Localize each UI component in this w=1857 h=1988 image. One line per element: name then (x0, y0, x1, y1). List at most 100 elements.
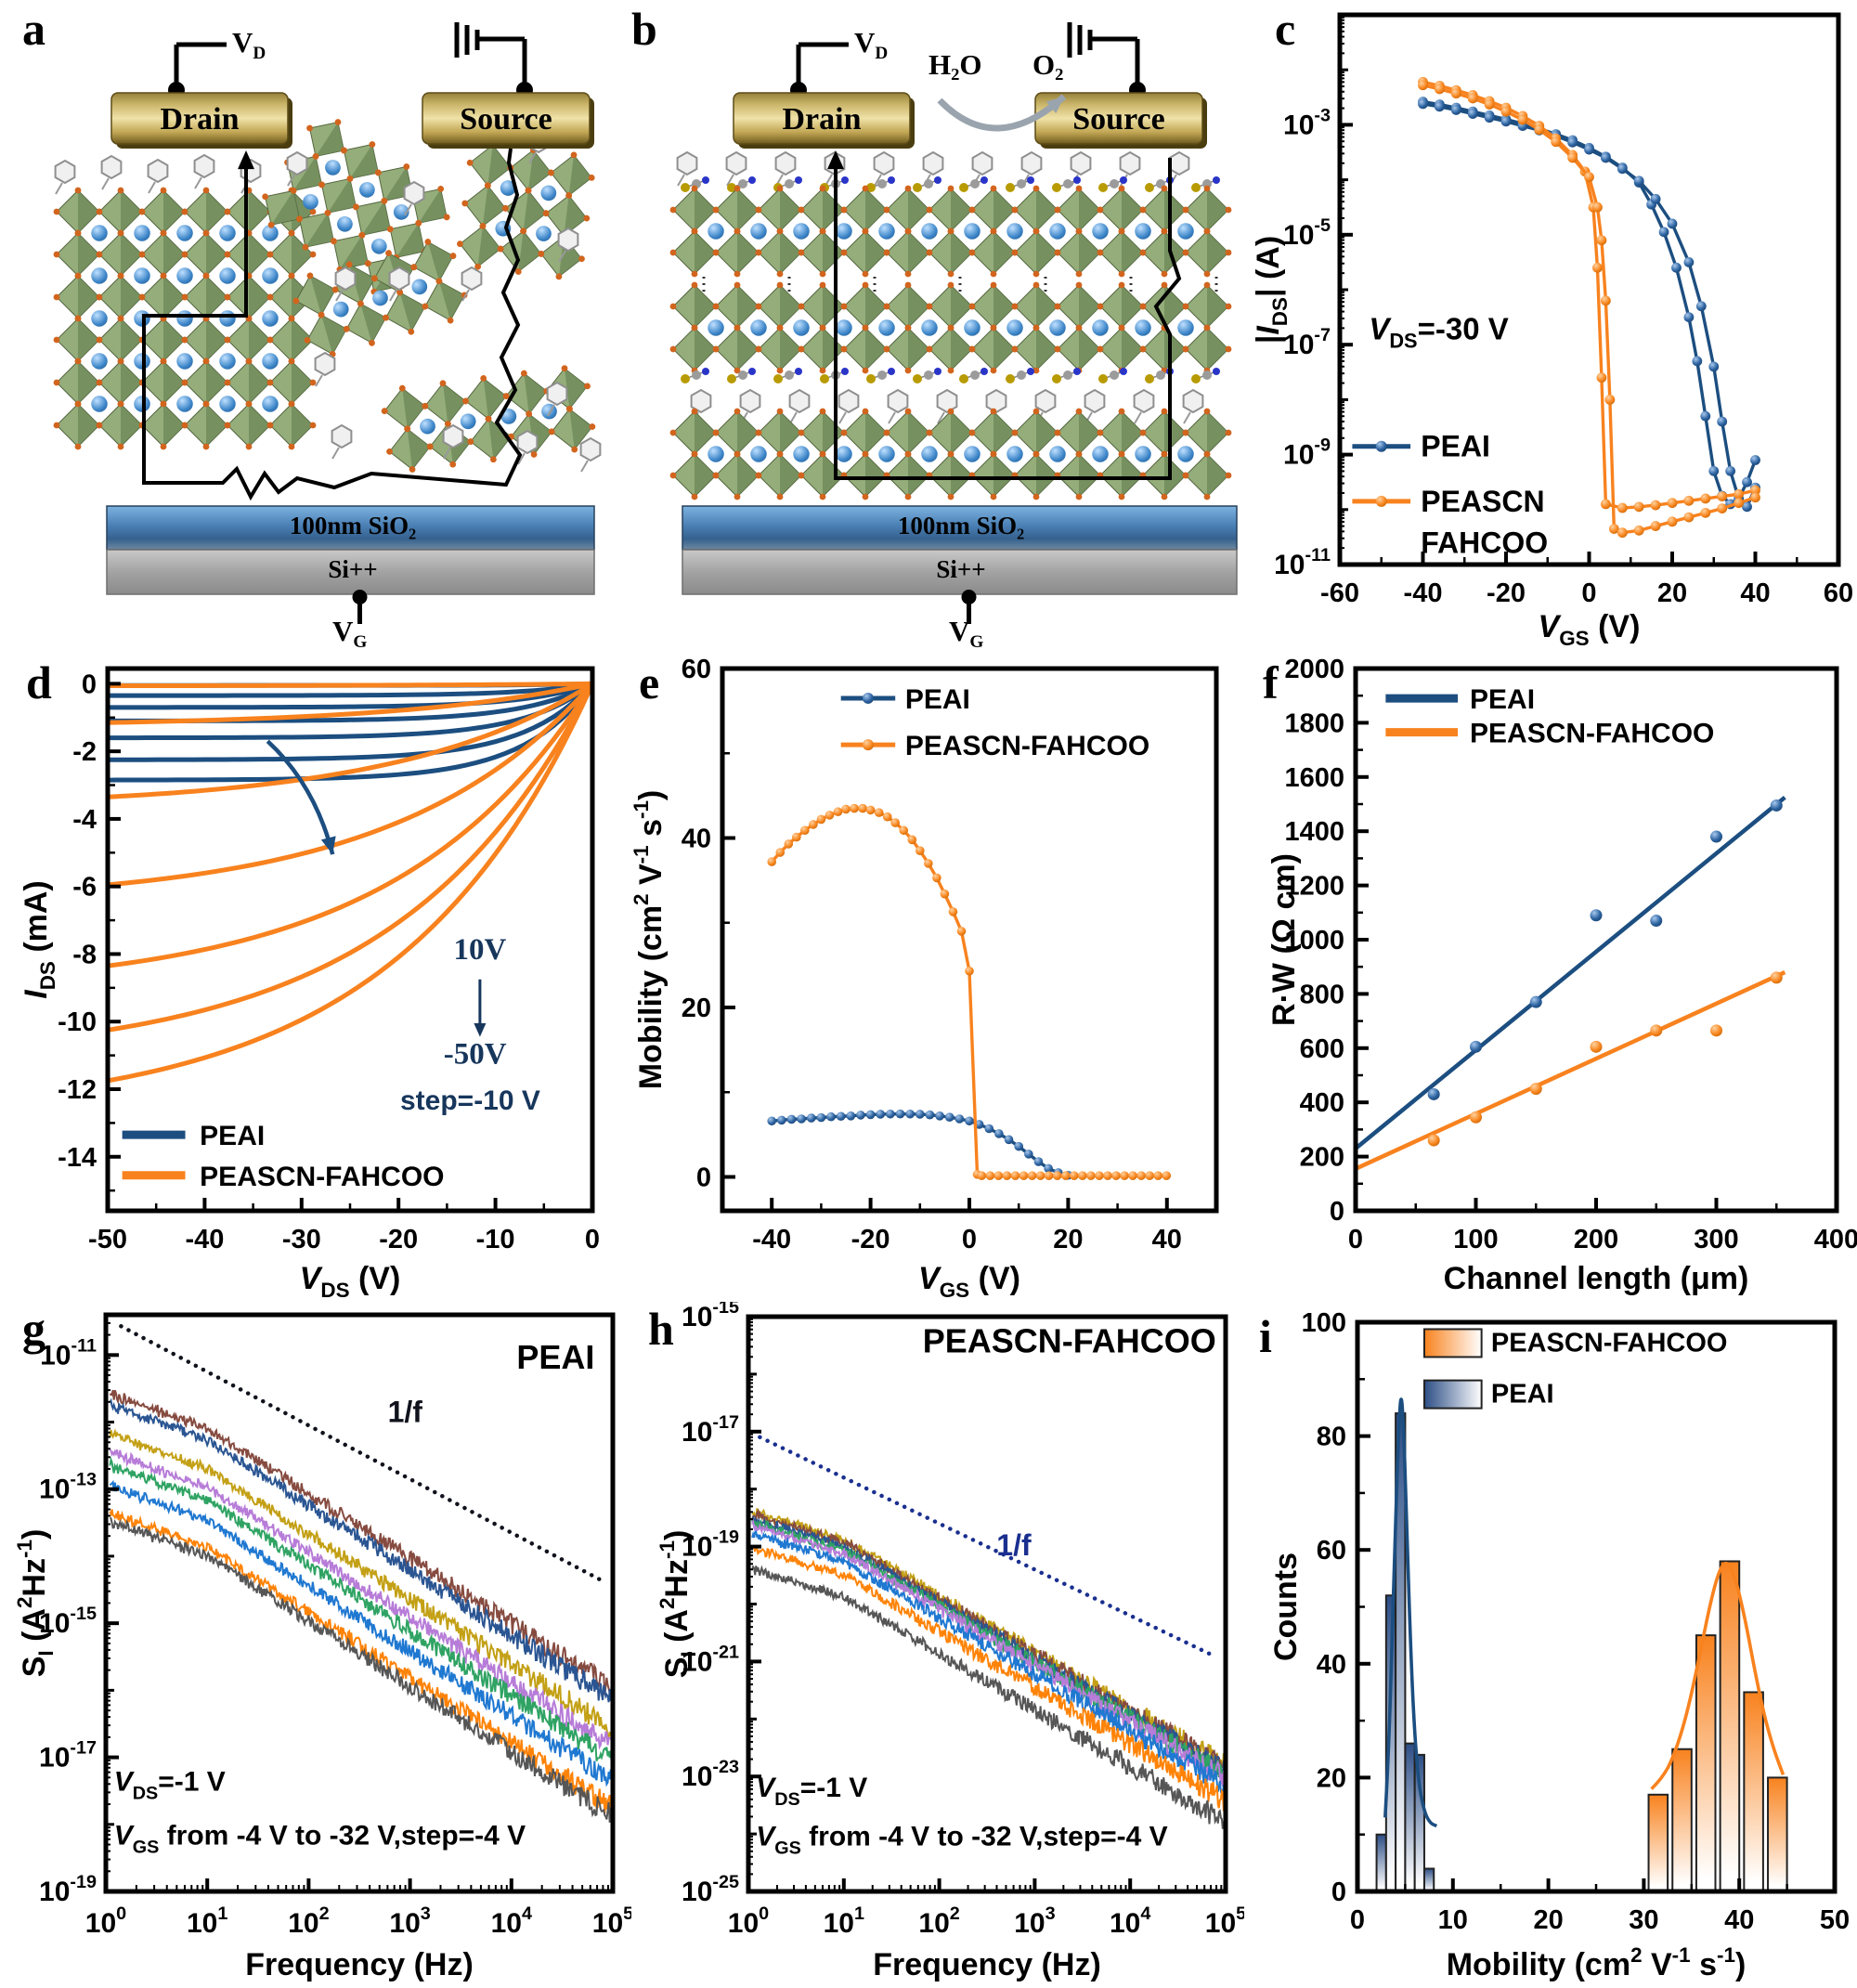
svg-text:SI (A2Hz-1): SI (A2Hz-1) (656, 1530, 700, 1679)
vg-label: VG (949, 615, 984, 653)
svg-text:10-3: 10-3 (1283, 105, 1331, 140)
svg-text:-6: -6 (72, 873, 97, 903)
svg-text:20: 20 (682, 994, 711, 1023)
svg-text:60: 60 (1317, 1536, 1346, 1566)
svg-text:10-15: 10-15 (39, 1604, 97, 1639)
svg-text:VGS from -4 V to -32 V,step=-4: VGS from -4 V to -32 V,step=-4 V (114, 1820, 526, 1857)
svg-text:105: 105 (592, 1904, 631, 1939)
svg-text:VDS=-1 V: VDS=-1 V (756, 1773, 867, 1810)
svg-text:-50V: -50V (444, 1038, 507, 1072)
svg-text:VDS (V): VDS (V) (300, 1261, 401, 1302)
svg-text:0: 0 (696, 1163, 711, 1193)
svg-text:PEASCN-FAHCOO: PEASCN-FAHCOO (905, 731, 1149, 761)
svg-text:Mobility (cm2 V-1 s-1): Mobility (cm2 V-1 s-1) (1447, 1943, 1747, 1982)
vg-label: VG (332, 615, 368, 653)
panel-letter-d: d (26, 656, 52, 708)
panel-e-chart: PEAI PEASCN-FAHCOO -40 -20 0 20 40 0 20 40 60 VGS (… (630, 655, 1219, 1302)
panel-letter-a: a (22, 3, 45, 55)
svg-text:-50: -50 (88, 1225, 127, 1254)
panel-h: 1/f PEASCN-FAHCOO VDS=-1 V VGS from -4 V to… (631, 1302, 1244, 1988)
source-label: Source (1072, 102, 1165, 136)
panel-b-diagram (669, 22, 1238, 624)
svg-text:1400: 1400 (1284, 817, 1344, 847)
svg-text:PEAI: PEAI (1470, 684, 1535, 715)
ground-icon (1067, 22, 1093, 58)
sio2-label: 100nm SiO₂ (289, 512, 417, 539)
svg-text:400: 400 (1300, 1088, 1344, 1118)
svg-text:PEASCN-FAHCOO: PEASCN-FAHCOO (200, 1162, 444, 1192)
svg-text:Frequency (Hz): Frequency (Hz) (873, 1947, 1101, 1982)
o2-label: O₂ (1032, 48, 1064, 81)
svg-text:-14: -14 (58, 1143, 97, 1173)
panel-letter-c: c (1275, 3, 1296, 55)
svg-text:-60: -60 (1320, 578, 1359, 608)
svg-text:40: 40 (1152, 1225, 1182, 1254)
svg-text:200: 200 (1574, 1225, 1618, 1254)
panel-c: PEAI PEASCN FAHCOO VDS=-30 V -60 -40 -20 0 20 40 6… (1249, 0, 1857, 650)
svg-text:10-23: 10-23 (682, 1757, 739, 1792)
perovskite-film-disordered (53, 119, 602, 473)
svg-text:60: 60 (682, 655, 711, 684)
svg-text:10-19: 10-19 (39, 1872, 97, 1907)
svg-text:104: 104 (491, 1904, 532, 1939)
svg-text:103: 103 (1014, 1904, 1055, 1939)
svg-text:PEAI: PEAI (516, 1338, 594, 1376)
svg-text:200: 200 (1300, 1143, 1344, 1173)
svg-text:100: 100 (85, 1904, 126, 1939)
panel-letter-e: e (639, 656, 660, 708)
svg-text:PEAI: PEAI (200, 1121, 265, 1151)
svg-text:80: 80 (1317, 1423, 1346, 1452)
svg-text:0: 0 (585, 1225, 600, 1254)
svg-text:IDS (mA): IDS (mA) (19, 880, 59, 999)
svg-text:600: 600 (1300, 1034, 1344, 1064)
panel-letter-f: f (1263, 656, 1279, 708)
panel-a: a Drain Source VD 100nm SiO₂ Si++ VG (0, 0, 613, 653)
svg-text:0: 0 (1350, 1905, 1365, 1935)
svg-text:40: 40 (682, 825, 711, 854)
svg-text:30: 30 (1629, 1905, 1658, 1935)
svg-text:PEAI: PEAI (1491, 1380, 1554, 1410)
svg-text:PEAI: PEAI (905, 684, 970, 715)
svg-text:10-17: 10-17 (39, 1738, 97, 1774)
panel-letter-h: h (648, 1303, 674, 1355)
svg-text:-40: -40 (1404, 578, 1443, 608)
svg-text:-20: -20 (1487, 578, 1526, 608)
svg-text:20: 20 (1053, 1225, 1083, 1254)
svg-text:0: 0 (1581, 578, 1596, 608)
panel-letter-i: i (1259, 1310, 1272, 1362)
h2o-label: H₂O (928, 48, 982, 81)
svg-text:1200: 1200 (1284, 872, 1344, 902)
svg-text:100: 100 (728, 1904, 769, 1939)
svg-text:PEASCN: PEASCN (1421, 485, 1544, 518)
svg-text:10-11: 10-11 (40, 1335, 97, 1371)
panel-c-chart: PEAI PEASCN FAHCOO VDS=-30 V -60 -40 -20 0 20 40 6… (1251, 12, 1853, 650)
svg-text:101: 101 (187, 1904, 227, 1939)
svg-text:100: 100 (1453, 1225, 1498, 1254)
svg-text:10-9: 10-9 (1283, 435, 1331, 471)
svg-text:20: 20 (1533, 1905, 1563, 1935)
panel-i-chart: PEASCN-FAHCOO PEAI 0 10 20 30 40 50 0 20 40 60 80 100… (1268, 1308, 1850, 1982)
svg-text:step=-10 V: step=-10 V (400, 1085, 540, 1116)
svg-text:300: 300 (1694, 1225, 1738, 1254)
svg-text:10: 10 (1438, 1905, 1468, 1935)
panel-g: 1/f PEAI VDS=-1 V VGS from -4 V to -32 V,st… (0, 1302, 631, 1988)
svg-text:101: 101 (824, 1904, 864, 1939)
svg-text:0: 0 (962, 1225, 977, 1254)
svg-text:1/f: 1/f (996, 1528, 1032, 1562)
svg-text:-20: -20 (379, 1225, 418, 1254)
svg-text:-2: -2 (72, 737, 97, 767)
svg-text:0: 0 (1331, 1878, 1346, 1907)
svg-text:100: 100 (1302, 1308, 1346, 1338)
svg-text:1000: 1000 (1284, 926, 1344, 955)
svg-text:10-7: 10-7 (1283, 325, 1331, 360)
svg-text:VGS (V): VGS (V) (918, 1261, 1020, 1302)
svg-text:VDS=-1 V: VDS=-1 V (114, 1767, 226, 1804)
svg-text:0: 0 (1348, 1225, 1363, 1254)
svg-text:-10: -10 (58, 1007, 97, 1037)
panel-i: PEASCN-FAHCOO PEAI 0 10 20 30 40 50 0 20 40 60 80 100… (1244, 1302, 1857, 1988)
drain-label: Drain (782, 102, 862, 136)
svg-text:VDS=-30 V: VDS=-30 V (1369, 311, 1508, 352)
panel-letter-b: b (631, 3, 657, 55)
